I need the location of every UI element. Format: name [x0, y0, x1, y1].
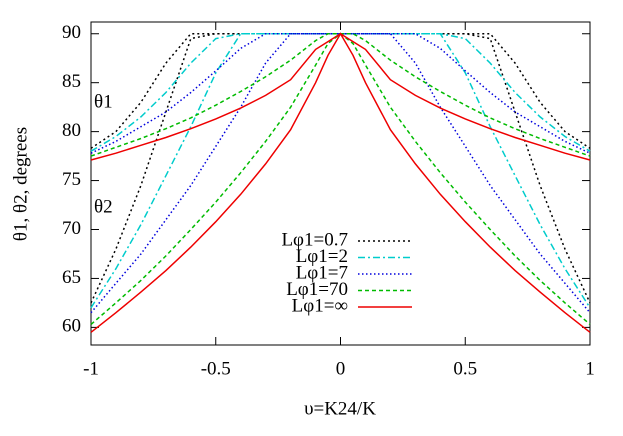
x-tick-label: -1 [83, 358, 99, 379]
y-tick-label: 70 [62, 218, 81, 239]
curve-annotation: θ1 [94, 91, 113, 112]
y-tick-label: 90 [62, 22, 81, 43]
y-tick-label: 60 [62, 316, 81, 337]
y-tick-label: 80 [62, 120, 81, 141]
series-line [90, 32, 591, 304]
legend-label: Lφ1=0.7 [281, 229, 348, 250]
x-tick-label: -0.5 [201, 358, 231, 379]
legend-label: Lφ1=70 [286, 279, 348, 300]
series-line [90, 32, 591, 149]
series-line [90, 32, 591, 152]
curve-annotation: θ2 [94, 196, 113, 217]
series-line [90, 32, 591, 154]
legend-label: Lφ1=∞ [292, 295, 348, 316]
x-tick-label: 1 [585, 358, 595, 379]
series-line [90, 32, 591, 161]
series-line [90, 32, 591, 333]
legend-label: Lφ1=7 [296, 262, 348, 283]
x-tick-label: 0 [336, 358, 346, 379]
x-tick-label: 0.5 [453, 358, 477, 379]
y-axis-label: θ1, θ2, degrees [10, 127, 31, 241]
y-tick-label: 85 [62, 71, 81, 92]
series-line [90, 32, 591, 309]
legend-label: Lφ1=2 [296, 246, 348, 267]
y-tick-label: 75 [62, 169, 81, 190]
y-tick-label: 65 [62, 267, 81, 288]
x-axis-label: υ=K24/K [304, 398, 376, 419]
